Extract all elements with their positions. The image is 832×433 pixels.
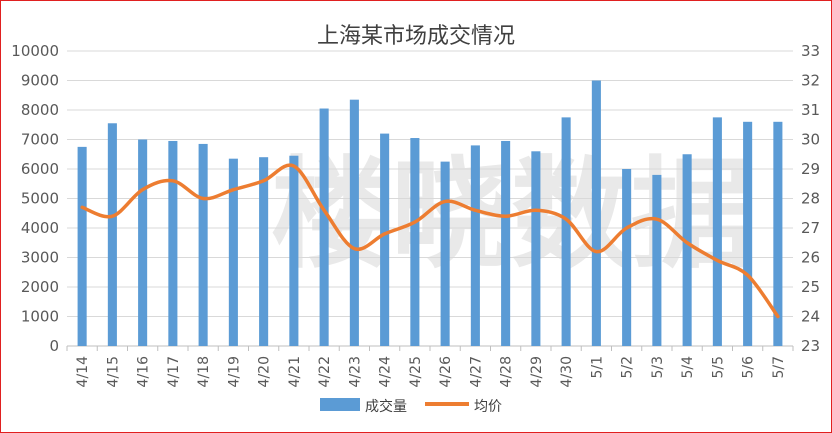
right-tick-label: 30 [801, 131, 820, 149]
chart-title: 上海某市场成交情况 [317, 24, 515, 49]
x-tick-label: 4/15 [105, 356, 121, 387]
x-tick-label: 4/20 [257, 356, 273, 387]
right-tick-label: 27 [801, 219, 820, 237]
bar [77, 146, 87, 346]
left-tick-label: 10000 [11, 42, 59, 60]
line-path [80, 163, 780, 319]
bar [622, 169, 632, 346]
left-tick-label: 6000 [21, 160, 59, 178]
bar [682, 154, 692, 346]
bar [349, 99, 359, 346]
x-tick-label: 5/4 [680, 356, 696, 379]
bar [501, 140, 511, 346]
bar [652, 174, 662, 346]
x-tick-label: 4/29 [529, 356, 545, 387]
left-tick-label: 0 [49, 337, 59, 355]
bar [168, 140, 178, 346]
x-axis: 4/14 4/15 4/16 4/17 4/18 4/19 4/20 4/21 4/22 4/23… [66, 346, 794, 388]
legend-swatch-bar [320, 398, 360, 411]
bar [289, 155, 299, 346]
bar [259, 157, 269, 346]
x-tick-label: 4/22 [317, 356, 333, 387]
x-tick-label: 4/18 [196, 356, 212, 387]
legend: 成交量 均价 [320, 398, 502, 415]
left-tick-label: 9000 [21, 72, 59, 90]
bar [561, 117, 571, 346]
bar [531, 151, 541, 346]
bar [470, 145, 480, 346]
bar [773, 121, 783, 346]
bar [440, 161, 450, 346]
x-tick-label: 5/3 [650, 356, 666, 379]
x-tick-label: 4/19 [226, 356, 242, 387]
gridlines [67, 50, 793, 347]
x-tick-label: 5/5 [710, 356, 726, 379]
left-tick-label: 2000 [21, 278, 59, 296]
x-tick-label: 5/1 [589, 356, 605, 379]
right-tick-label: 25 [801, 278, 820, 296]
right-tick-label: 33 [801, 42, 820, 60]
right-tick-label: 26 [801, 249, 820, 267]
bar-series [77, 80, 783, 347]
line-series [80, 163, 780, 319]
legend-label-bar: 成交量 [365, 398, 407, 415]
bar [319, 108, 329, 347]
x-tick-label: 5/6 [741, 356, 757, 379]
x-tick-label: 4/27 [468, 356, 484, 387]
bar [198, 143, 208, 346]
bar [107, 123, 117, 347]
x-tick-label: 5/7 [771, 356, 787, 379]
bar [712, 117, 722, 346]
bar [138, 139, 148, 346]
bar [380, 133, 390, 346]
x-tick-label: 4/28 [499, 356, 515, 387]
x-tick-label: 4/23 [347, 356, 363, 387]
right-tick-label: 32 [801, 72, 820, 90]
x-tick-label: 4/16 [136, 356, 152, 388]
bar [743, 121, 753, 346]
left-tick-label: 8000 [21, 101, 59, 119]
right-tick-label: 28 [801, 190, 820, 208]
x-tick-label: 4/25 [408, 356, 424, 387]
x-tick-label: 4/21 [287, 356, 303, 387]
left-tick-label: 5000 [21, 190, 59, 208]
left-tick-label: 3000 [21, 249, 59, 267]
x-tick-label: 4/14 [75, 356, 91, 388]
right-tick-label: 29 [801, 160, 820, 178]
right-tick-label: 24 [801, 308, 820, 326]
legend-label-line: 均价 [474, 399, 502, 415]
left-tick-label: 1000 [21, 308, 59, 326]
right-axis: 23 24 25 26 27 28 29 30 31 32 33 [801, 42, 820, 355]
left-axis: 0 1000 2000 3000 4000 5000 6000 7000 8000 9000 100… [11, 42, 59, 355]
x-tick-label: 5/2 [620, 356, 636, 379]
x-tick-label: 4/24 [378, 356, 394, 388]
right-tick-label: 23 [801, 337, 820, 355]
left-tick-label: 7000 [21, 131, 59, 149]
x-tick-label: 4/17 [166, 356, 182, 387]
bar [410, 138, 420, 346]
left-tick-label: 4000 [21, 219, 59, 237]
x-tick-label: 4/30 [559, 356, 575, 387]
x-tick-label: 4/26 [438, 356, 454, 388]
right-tick-label: 31 [801, 101, 820, 119]
bar [228, 158, 238, 346]
bar [591, 80, 601, 346]
